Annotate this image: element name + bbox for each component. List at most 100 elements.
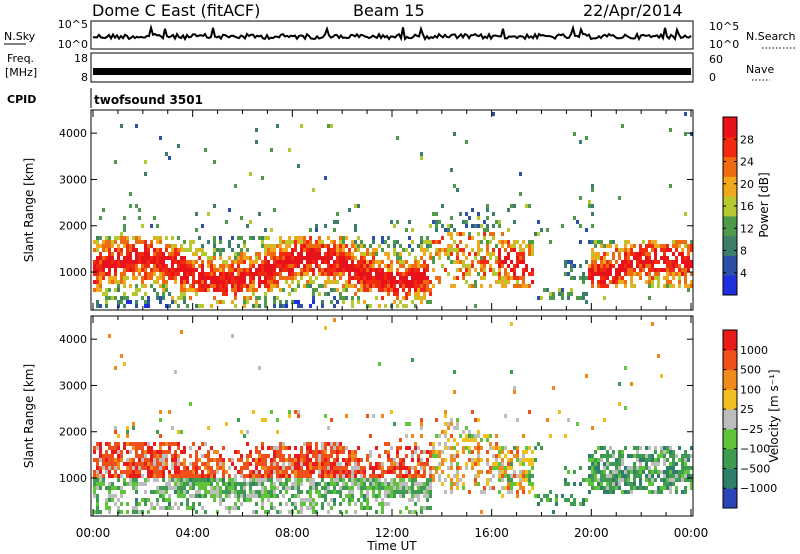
- echo-cell: [597, 252, 600, 256]
- echo-cell: [237, 256, 240, 260]
- echo-cell: [168, 506, 171, 510]
- echo-cell: [228, 264, 231, 268]
- echo-cell: [246, 256, 249, 260]
- echo-cell: [375, 272, 378, 276]
- echo-cell: [357, 280, 360, 284]
- echo-cell: [612, 462, 615, 466]
- echo-cell: [357, 276, 360, 280]
- echo-cell: [186, 478, 189, 482]
- echo-cell: [360, 458, 363, 462]
- echo-cell: [330, 466, 333, 470]
- echo-cell: [195, 454, 198, 458]
- colorbar-swatch: [723, 428, 737, 450]
- echo-cell: [369, 280, 372, 284]
- echo-cell: [666, 446, 669, 450]
- echo-cell: [435, 224, 438, 228]
- echo-cell: [126, 244, 129, 248]
- echo-cell: [222, 268, 225, 272]
- echo-cell: [279, 252, 282, 256]
- echo-cell: [123, 284, 126, 288]
- echo-cell: [522, 268, 525, 272]
- echo-cell: [105, 288, 108, 292]
- echo-cell: [192, 280, 195, 284]
- y-tick-label: 1000: [59, 472, 87, 485]
- echo-cell: [108, 458, 111, 462]
- echo-cell: [147, 510, 150, 514]
- echo-cell: [243, 474, 246, 478]
- echo-cell: [231, 300, 234, 304]
- echo-cell: [255, 450, 258, 454]
- echo-cell: [273, 252, 276, 256]
- echo-cell: [633, 478, 636, 482]
- echo-cell: [531, 248, 534, 252]
- echo-cell: [660, 374, 663, 378]
- echo-cell: [423, 260, 426, 264]
- echo-cell: [690, 474, 693, 478]
- echo-cell: [489, 264, 492, 268]
- echo-cell: [366, 478, 369, 482]
- echo-cell: [444, 422, 447, 426]
- echo-cell: [321, 502, 324, 506]
- echo-cell: [252, 276, 255, 280]
- echo-cell: [420, 506, 423, 510]
- echo-cell: [159, 494, 162, 498]
- echo-cell: [441, 450, 444, 454]
- echo-cell: [603, 256, 606, 260]
- echo-cell: [312, 272, 315, 276]
- echo-cell: [162, 264, 165, 268]
- echo-cell: [399, 466, 402, 470]
- echo-cell: [165, 284, 168, 288]
- echo-cell: [309, 498, 312, 502]
- echo-cell: [213, 160, 216, 164]
- echo-cell: [627, 272, 630, 276]
- echo-cell: [651, 276, 654, 280]
- colorbar-swatch: [723, 369, 737, 390]
- echo-cell: [594, 240, 597, 244]
- echo-cell: [189, 296, 192, 300]
- echo-cell: [105, 260, 108, 264]
- echo-cell: [159, 276, 162, 280]
- echo-cell: [285, 280, 288, 284]
- echo-cell: [618, 482, 621, 486]
- echo-cell: [666, 264, 669, 268]
- echo-cell: [255, 304, 258, 308]
- echo-cell: [324, 224, 327, 228]
- echo-cell: [456, 482, 459, 486]
- echo-cell: [291, 494, 294, 498]
- echo-cell: [357, 244, 360, 248]
- echo-cell: [591, 204, 594, 208]
- echo-cell: [258, 470, 261, 474]
- echo-cell: [624, 490, 627, 494]
- echo-cell: [381, 486, 384, 490]
- echo-cell: [474, 446, 477, 450]
- echo-cell: [183, 256, 186, 260]
- echo-cell: [642, 470, 645, 474]
- echo-cell: [348, 458, 351, 462]
- echo-cell: [183, 288, 186, 292]
- echo-cell: [270, 272, 273, 276]
- echo-cell: [429, 292, 432, 296]
- echo-cell: [120, 474, 123, 478]
- echo-cell: [471, 450, 474, 454]
- echo-cell: [336, 244, 339, 248]
- echo-cell: [330, 300, 333, 304]
- echo-cell: [648, 466, 651, 470]
- echo-cell: [270, 486, 273, 490]
- echo-cell: [123, 228, 126, 232]
- echo-cell: [429, 506, 432, 510]
- echo-cell: [399, 252, 402, 256]
- echo-cell: [96, 442, 99, 446]
- echo-cell: [240, 288, 243, 292]
- echo-cell: [300, 466, 303, 470]
- echo-cell: [615, 482, 618, 486]
- echo-cell: [399, 510, 402, 514]
- echo-cell: [489, 470, 492, 474]
- echo-cell: [138, 510, 141, 514]
- echo-cell: [441, 482, 444, 486]
- echo-cell: [276, 124, 279, 128]
- echo-cell: [327, 124, 330, 128]
- echo-cell: [591, 248, 594, 252]
- echo-cell: [390, 268, 393, 272]
- echo-cell: [258, 272, 261, 276]
- echo-cell: [618, 196, 621, 200]
